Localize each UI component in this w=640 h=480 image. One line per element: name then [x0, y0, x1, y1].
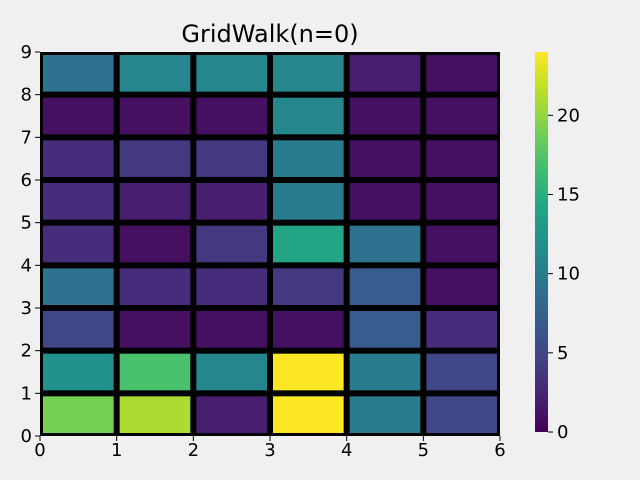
heatmap-cell — [196, 140, 267, 177]
heatmap-cell — [43, 97, 114, 135]
heatmap-cell — [273, 268, 344, 305]
heatmap-cell — [349, 97, 421, 135]
heatmap-cell — [43, 353, 114, 391]
heatmap-cell — [349, 183, 421, 220]
x-tick-label: 3 — [264, 440, 275, 461]
y-tick-label: 4 — [21, 255, 32, 276]
y-tick-label: 5 — [21, 213, 32, 234]
heatmap-cell — [43, 311, 114, 348]
heatmap-cell — [119, 311, 191, 348]
heatmap-cell — [426, 55, 497, 92]
heatmap-cell — [273, 140, 344, 177]
heatmap-cell — [273, 311, 344, 348]
y-tick-label: 0 — [21, 426, 32, 447]
chart-title: GridWalk(n=0) — [181, 20, 358, 48]
colorbar-scale — [535, 52, 548, 432]
heatmap-cell — [43, 268, 114, 305]
x-tick-label: 5 — [418, 440, 429, 461]
colorbar-tick-label: 0 — [557, 422, 568, 443]
heatmap-cell — [43, 183, 114, 220]
heatmap-cell — [119, 353, 191, 391]
y-axis: 0 1 2 3 4 5 6 7 8 9 — [21, 42, 40, 447]
heatmap-cell — [196, 225, 267, 263]
heatmap-cell — [426, 97, 497, 135]
heatmap-cell — [426, 353, 497, 391]
heatmap-cell — [349, 353, 421, 391]
heatmap-cell — [273, 55, 344, 92]
colorbar-tick-label: 15 — [557, 185, 580, 206]
x-tick-label: 4 — [341, 440, 352, 461]
colorbar-tick-label: 5 — [557, 343, 568, 364]
heatmap-cell — [119, 140, 191, 177]
x-tick-label: 6 — [494, 440, 505, 461]
heatmap-cell — [196, 97, 267, 135]
x-tick-label: 1 — [111, 440, 122, 461]
heatmap-cell — [196, 353, 267, 391]
heatmap-cell — [426, 140, 497, 177]
heatmap-cell — [273, 225, 344, 263]
heatmap-cell — [196, 183, 267, 220]
heatmap-cell — [273, 183, 344, 220]
heatmap-cell — [349, 311, 421, 348]
colorbar-tick-label: 10 — [557, 264, 580, 285]
y-tick-label: 8 — [21, 85, 32, 106]
x-tick-label: 0 — [34, 440, 45, 461]
heatmap-cell — [43, 396, 114, 433]
heatmap-cell — [426, 311, 497, 348]
heatmap-cell — [119, 225, 191, 263]
heatmap-cell — [426, 225, 497, 263]
heatmap-cell — [426, 183, 497, 220]
heatmap-cell — [426, 268, 497, 305]
heatmap-cell — [273, 396, 344, 433]
heatmap-cell — [196, 311, 267, 348]
y-tick-label: 1 — [21, 383, 32, 404]
heatmap-cell — [196, 55, 267, 92]
heatmap-cell — [426, 396, 497, 433]
plot-area — [40, 52, 500, 436]
plot-background — [40, 52, 500, 436]
y-tick-label: 6 — [21, 170, 32, 191]
heatmap-cell — [119, 268, 191, 305]
heatmap-cell — [349, 268, 421, 305]
heatmap-cell — [349, 55, 421, 92]
heatmap-cell — [273, 97, 344, 135]
y-tick-label: 2 — [21, 341, 32, 362]
colorbar: 0 5 10 15 20 — [535, 52, 580, 443]
heatmap-cell — [196, 268, 267, 305]
heatmap-cell — [273, 353, 344, 391]
colorbar-tick-label: 20 — [557, 105, 580, 126]
heatmap-cell — [43, 55, 114, 92]
heatmap-cell — [119, 97, 191, 135]
heatmap-cell — [349, 396, 421, 433]
y-tick-label: 9 — [21, 42, 32, 63]
x-axis: 0 1 2 3 4 5 6 — [34, 436, 506, 461]
y-tick-label: 3 — [21, 298, 32, 319]
heatmap-cell — [43, 225, 114, 263]
heatmap-cell — [119, 55, 191, 92]
heatmap-cell — [349, 225, 421, 263]
heatmap-cell — [349, 140, 421, 177]
y-tick-label: 7 — [21, 127, 32, 148]
x-tick-label: 2 — [188, 440, 199, 461]
heatmap-cell — [43, 140, 114, 177]
heatmap-cell — [119, 183, 191, 220]
heatmap-cell — [196, 396, 267, 433]
heatmap-cell — [119, 396, 191, 433]
